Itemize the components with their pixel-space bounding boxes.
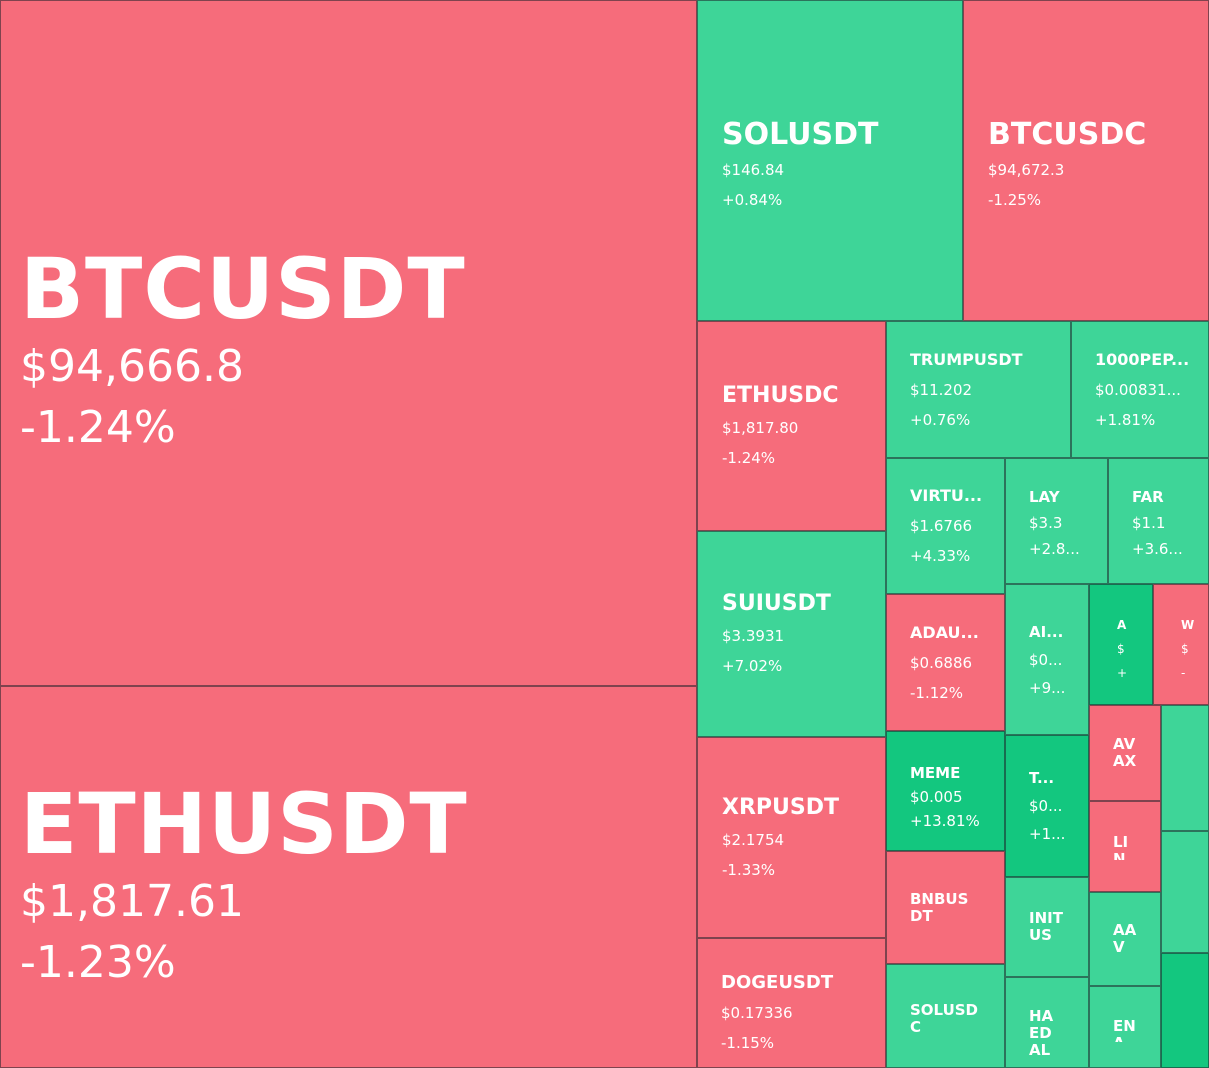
tile-trumpusdt[interactable]: TRUMPUSDT $11.202 +0.76% [886,321,1071,458]
tile-w-tiny[interactable]: W $ - [1153,584,1209,705]
tile-symbol: MEME [910,764,961,782]
tile-symbol: FAR [1132,488,1164,506]
tile-symbol: ENA [1113,1018,1136,1042]
tile-ethusdt[interactable]: ETHUSDT $1,817.61 -1.23% [0,686,697,1068]
tile-symbol: W [1181,617,1195,632]
tile-symbol: SOLUSDC [910,1002,979,1036]
tile-initus[interactable]: INITUS [1005,877,1089,977]
tile-suiusdt[interactable]: SUIUSDT $3.3931 +7.02% [697,531,886,737]
tile-change: -1.15% [721,1034,775,1052]
tile-symbol: BNBUSDT [910,890,969,925]
tile-symbol: VIRTU... [910,486,983,505]
tile-price: $0.00831... [1095,380,1181,399]
tile-price: $3.3931 [722,627,785,645]
tile-symbol: INITUS [1029,910,1063,944]
tile-symbol: ADAU... [910,622,979,642]
tile-price: $3.3 [1029,514,1063,532]
tile-ethusdc[interactable]: ETHUSDC $1,817.80 -1.24% [697,321,886,531]
tile-dogeusdt[interactable]: DOGEUSDT $0.17336 -1.15% [697,938,886,1068]
tile-change: +7.02% [722,657,783,675]
tile-symbol: LIN [1113,834,1129,860]
tile-symbol: HAEDAL [1029,1008,1054,1059]
tile-price: $1.1 [1132,514,1166,532]
tile-symbol: BTCUSDT [20,241,466,337]
tile-symbol: DOGEUSDT [721,972,834,993]
tile-lin[interactable]: LIN [1089,801,1161,892]
tile-ai[interactable]: AI... $0... +9... [1005,584,1089,735]
tile-change: +2.8... [1029,540,1080,558]
tile-symbol: 1000PEP... [1095,349,1190,369]
tile-price: $1.6766 [910,517,973,535]
tile-change: +0.76% [910,410,971,429]
tile-symbol: A [1117,617,1127,632]
tile-price: $1,817.80 [722,419,799,437]
tile-price: $ [1181,641,1189,656]
tile-symbol: ETHUSDT [20,776,468,872]
tile-change: +13.81% [910,812,980,830]
tile-avax[interactable]: AVAX [1089,705,1161,801]
tile-symbol: AVAX [1113,736,1137,770]
tile-change: +9... [1029,678,1066,697]
tile-aav[interactable]: AAV [1089,892,1161,986]
tile-xrpusdt[interactable]: XRPUSDT $2.1754 -1.33% [697,737,886,938]
tile-edge-1[interactable] [1161,705,1209,831]
tile-price: $2.1754 [722,830,785,849]
tile-change: -1.33% [722,860,776,879]
tile-change: -1.25% [988,191,1042,209]
tile-change: -1.12% [910,683,964,702]
tile-price: $94,666.8 [20,341,244,392]
tile-price: $1,817.61 [20,876,244,927]
tile-edge-3[interactable] [1161,953,1209,1068]
tile-t[interactable]: T... $0... +1... [1005,735,1089,877]
tile-symbol: ETHUSDC [722,383,839,408]
tile-symbol: AI... [1029,622,1064,641]
tile-btcusdt[interactable]: BTCUSDT $94,666.8 -1.24% [0,0,697,686]
tile-lay[interactable]: LAY $3.3 +2.8... [1005,458,1108,584]
tile-symbol: SUIUSDT [722,591,831,616]
tile-change: - [1181,665,1186,680]
tile-ena[interactable]: ENA [1089,986,1161,1068]
tile-price: $11.202 [910,380,973,399]
tile-price: $0... [1029,797,1063,815]
tile-meme[interactable]: MEME $0.005 +13.81% [886,731,1005,851]
tile-1000pep[interactable]: 1000PEP... $0.00831... +1.81% [1071,321,1209,458]
tile-solusdt[interactable]: SOLUSDT $146.84 +0.84% [697,0,963,321]
tile-a-tiny[interactable]: A $ + [1089,584,1153,705]
tile-adau[interactable]: ADAU... $0.6886 -1.12% [886,594,1005,731]
tile-price: $146.84 [722,161,785,179]
tile-change: +4.33% [910,547,971,565]
tile-solusdc[interactable]: SOLUSDC [886,964,1005,1068]
tile-change: +1... [1029,825,1066,843]
tile-price: $0.17336 [721,1004,793,1022]
tile-price: $94,672.3 [988,161,1065,179]
tile-symbol: LAY [1029,488,1060,506]
tile-change: +0.84% [722,191,783,209]
tile-edge-2[interactable] [1161,831,1209,953]
tile-change: +3.6... [1132,540,1183,558]
tile-symbol: AAV [1113,922,1137,956]
tile-btcusdc[interactable]: BTCUSDC $94,672.3 -1.25% [963,0,1209,321]
tile-change: + [1117,665,1128,680]
tile-bnbusdt[interactable]: BNBUSDT [886,851,1005,964]
tile-symbol: SOLUSDT [722,117,879,152]
tile-virtu[interactable]: VIRTU... $1.6766 +4.33% [886,458,1005,594]
tile-change: -1.23% [20,937,176,988]
tile-symbol: BTCUSDC [988,117,1147,152]
tile-symbol: TRUMPUSDT [910,349,1023,369]
tile-price: $0.6886 [910,653,973,672]
tile-price: $0... [1029,650,1063,669]
tile-haedal[interactable]: HAEDAL [1005,977,1089,1068]
tile-symbol: XRPUSDT [722,794,840,820]
tile-far[interactable]: FAR $1.1 +3.6... [1108,458,1209,584]
tile-change: -1.24% [20,402,176,453]
tile-symbol: T... [1029,769,1055,787]
tile-price: $ [1117,641,1125,656]
tile-price: $0.005 [910,788,963,806]
tile-change: +1.81% [1095,410,1156,429]
tile-change: -1.24% [722,449,776,467]
